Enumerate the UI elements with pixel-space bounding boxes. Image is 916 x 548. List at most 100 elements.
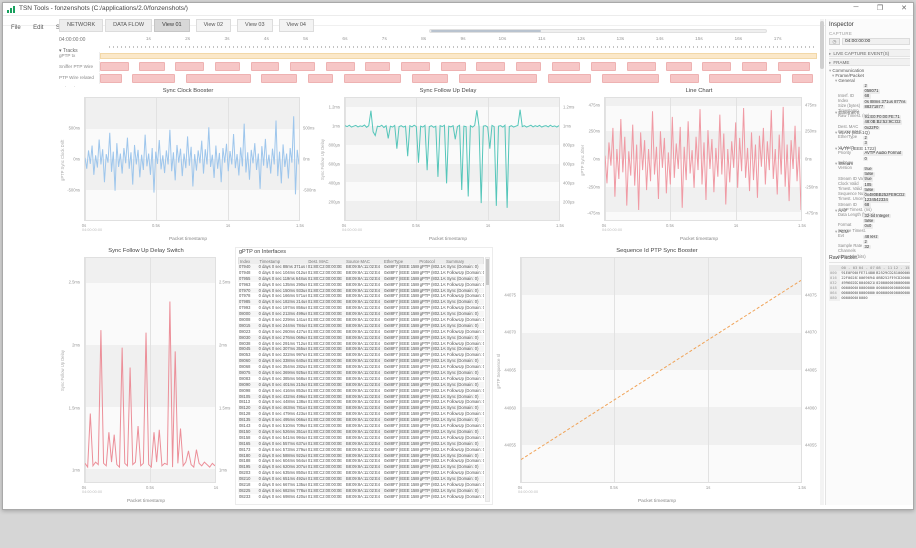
table-row[interactable]: 07940 0 days 0 sec 88ms 371us 877ns01:80:…	[238, 264, 484, 270]
inspector-field-row[interactable]: Timest. Uncert. false	[829, 187, 910, 201]
timeline-event-block[interactable]	[132, 74, 176, 83]
table-row[interactable]: 08068 0 days 0 sec 354ms 282us 940ns01:80…	[238, 364, 484, 370]
table-column-header[interactable]: Index	[240, 259, 251, 264]
inspector-field-row[interactable]: VLAN ID 2	[829, 135, 910, 150]
tab-network[interactable]: NETWORK	[59, 19, 104, 32]
inspector-section-header[interactable]: ▾General	[829, 78, 910, 83]
maximize-button[interactable]: ❐	[876, 5, 884, 12]
table-row[interactable]: 07985 0 days 0 sec 182ms 214us 092ns01:80…	[238, 299, 484, 306]
timeline-horizontal-scrollbar[interactable]	[429, 29, 767, 33]
table-row[interactable]: 08008 0 days 0 sec 229ms 141us 976ns01:80…	[238, 317, 484, 323]
inspector-item-live-capture-events[interactable]: ▸ LIVE CAPTURE EVENT(S)	[829, 49, 910, 57]
timeline-event-block[interactable]	[440, 62, 466, 71]
inspector-section-header[interactable]: ▾AVTP (IEEE 1722)	[829, 146, 910, 151]
timeline-ruler[interactable]: 1s 2s 3s 4s 5s 6s 7s 8s 9s 10s 11s 12s 13s 14s 15s 16s 1…	[109, 37, 817, 44]
table-row[interactable]: 08023 0 days 0 sec 260ms 427us 192ns01:80…	[238, 329, 484, 335]
timeline-event-block[interactable]	[411, 74, 448, 83]
raw-packet-row[interactable]: 048 00000000 00000000 00000000 00000000	[829, 285, 910, 291]
inspector-field-row[interactable]: Bit Depth (bits) 32	[829, 244, 910, 259]
inspector-field-row[interactable]: Evt 0x0	[829, 224, 910, 238]
table-row[interactable]: 08180 0 days 0 sec 588ms 922us 310ns01:80…	[238, 452, 484, 459]
inspector-section-header[interactable]: ▾Frame/Packet	[829, 73, 910, 78]
timeline-band-gptp[interactable]	[100, 53, 817, 59]
main-vertical-scrollbar[interactable]	[820, 19, 824, 505]
tab-view-03[interactable]: View 03	[237, 19, 273, 32]
timeline-event-block[interactable]	[139, 62, 165, 71]
table-row[interactable]: 07963 0 days 0 sec 135ms 290us 771ns01:80…	[238, 282, 484, 288]
chart-plot-area[interactable]	[520, 257, 802, 483]
timeline-event-block[interactable]	[365, 62, 391, 71]
inspector-section-header[interactable]: ▾AAF	[829, 208, 910, 213]
table-row[interactable]: 08038 0 days 0 sec 291ms 712us 408ns01:80…	[238, 341, 484, 347]
table-row[interactable]: 08015 0 days 0 sec 244ms 784us 534ns01:80…	[238, 322, 484, 329]
gptp-table-body[interactable]: 07940 0 days 0 sec 88ms 371us 877ns 01:80:…	[238, 264, 484, 502]
minimize-button[interactable]: ─	[853, 4, 859, 11]
table-row[interactable]: 08225 0 days 0 sec 682ms 778us 058ns01:80…	[238, 487, 484, 494]
timeline-event-block[interactable]	[476, 62, 506, 71]
table-row[interactable]: 08113 0 days 0 sec 448ms 138us 688ns01:80…	[238, 399, 484, 405]
table-row[interactable]: 07978 0 days 0 sec 166ms 571us 884ns01:80…	[238, 293, 484, 299]
tracks-section-label[interactable]: ▾ Tracks	[59, 48, 78, 54]
table-column-header[interactable]: Summary	[446, 259, 465, 264]
menu-edit[interactable]: Edit	[33, 25, 44, 31]
table-row[interactable]: 08135 0 days 0 sec 495ms 066us 562ns01:80…	[238, 417, 484, 424]
inspector-field-row[interactable]: Index 058071	[829, 89, 910, 103]
inspector-field-row[interactable]: Raw Timest. (ns) 88371877	[829, 104, 910, 118]
table-row[interactable]: 07948 0 days 0 sec 104ms 012us 334ns01:80…	[238, 270, 484, 276]
table-row[interactable]: 07970 0 days 0 sec 150ms 933us 215ns01:80…	[238, 287, 484, 294]
timeline-event-block[interactable]	[343, 74, 402, 83]
inspector-field-row[interactable]: AVTP Timest. (ns) 1234542334	[829, 198, 910, 212]
table-row[interactable]: 08218 0 days 0 sec 667ms 135us 400ns01:80…	[238, 482, 484, 488]
table-row[interactable]: 08053 0 days 0 sec 322ms 997us 724ns01:80…	[238, 352, 484, 358]
lane-ptp-wire-related[interactable]	[99, 73, 817, 84]
raw-packet-row[interactable]: 016 22F00281 00696948 0BB252FE 9CD20000	[829, 275, 910, 281]
inspector-field-row[interactable]: Sequence Num 105	[829, 182, 910, 196]
raw-packet-row[interactable]: 064 00000000 00000000 00000000 00000000	[829, 290, 910, 296]
inspector-item-frame[interactable]: ▸ FRAME	[829, 58, 910, 66]
table-row[interactable]: 08090 0 days 0 sec 401ms 210us 814ns01:80…	[238, 381, 484, 388]
table-row[interactable]: 08083 0 days 0 sec 385ms 568us 156ns01:80…	[238, 376, 484, 382]
table-column-header[interactable]: Protocol	[419, 259, 435, 264]
timeline-event-block[interactable]	[666, 62, 692, 71]
scrollbar-thumb[interactable]	[431, 30, 541, 32]
timeline-event-block[interactable]	[250, 62, 280, 71]
inspector-section-header[interactable]: ▾Stream	[829, 161, 910, 166]
inspector-field-row[interactable]: Format 32-bit Integer	[829, 213, 910, 227]
table-row[interactable]: 08188 0 days 0 sec 604ms 564us 968ns01:80…	[238, 458, 484, 464]
inspector-field-row[interactable]: Stream ID 0x480BB252FE9CD2	[829, 193, 910, 207]
table-column-header[interactable]: EtherType	[383, 259, 404, 264]
chart-plot-area[interactable]	[84, 97, 300, 221]
inspector-field-row[interactable]: Dest. MAC 91:E0:F0:00:FE:71	[829, 115, 910, 129]
table-row[interactable]: 08210 0 days 0 sec 651ms 492us 842ns01:80…	[238, 476, 484, 482]
table-row[interactable]: 07955 0 days 0 sec 119ms 648us 102ns01:80…	[238, 275, 484, 282]
table-row[interactable]: 08128 0 days 0 sec 479ms 423us 904ns01:80…	[238, 411, 484, 417]
tab-data-flow[interactable]: DATA FLOW	[105, 19, 153, 32]
tab-view-01[interactable]: View 01	[154, 19, 190, 32]
table-row[interactable]: 08173 0 days 0 sec 573ms 279us 652ns01:80…	[238, 447, 484, 453]
timeline-event-block[interactable]	[551, 62, 581, 71]
scrollbar-thumb[interactable]	[820, 21, 824, 69]
chart-plot-area[interactable]	[344, 97, 560, 221]
inspector-field-row[interactable]: Stream ID Valid true	[829, 167, 910, 181]
table-row[interactable]: 08098 0 days 0 sec 416ms 853us 472ns01:80…	[238, 388, 484, 394]
inspector-section-header[interactable]: ▾Ethernet II	[829, 110, 910, 115]
inspector-field-row[interactable]: Source MAC 48:0B:B2:52:9C:D2	[829, 120, 910, 134]
table-row[interactable]: 08105 0 days 0 sec 432ms 496us 030ns01:80…	[238, 393, 484, 400]
close-button[interactable]: ✕	[901, 5, 907, 12]
lane-sniffer-ptp-wire[interactable]	[99, 61, 817, 72]
raw-packet-row[interactable]: 000 91E0F000 FE71480B B2529CD2 81000060	[829, 270, 910, 276]
chart-plot-area[interactable]	[604, 97, 802, 221]
timeline-event-block[interactable]	[791, 74, 814, 83]
inspector-field-row[interactable]: Timestamp 0s 88ms 371us 877ns	[829, 99, 910, 113]
timeline-event-block[interactable]	[548, 74, 592, 83]
table-row[interactable]: 08075 0 days 0 sec 369ms 925us 598ns01:80…	[238, 370, 484, 376]
chart-plot-area[interactable]	[84, 257, 216, 483]
table-column-header[interactable]: Timestamp	[259, 259, 281, 264]
timeline-event-block[interactable]	[261, 74, 298, 83]
capture-time-icon[interactable]: ◷	[829, 38, 840, 45]
inspector-field-row[interactable]: Timest. Valid true	[829, 177, 910, 191]
inspector-field-row[interactable]: Subtype AVTP Audio Format	[829, 151, 910, 165]
inspector-field-row[interactable]: Priority 3	[829, 141, 910, 155]
table-row[interactable]: 08030 0 days 0 sec 276ms 069us 850ns01:80…	[238, 334, 484, 341]
inspector-section-header[interactable]: ▾Communication	[829, 68, 910, 73]
